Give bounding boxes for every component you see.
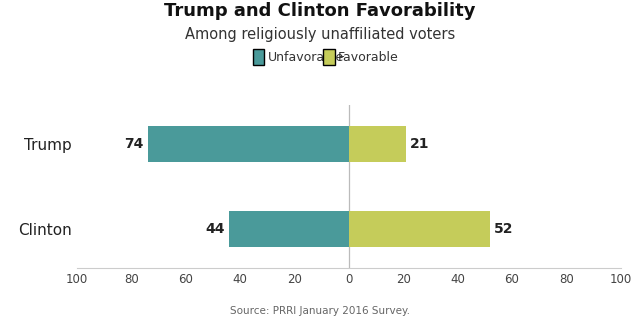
Bar [148,126,349,162]
Text: 52: 52 [494,222,514,236]
Text: Among religiously unaffiliated voters: Among religiously unaffiliated voters [185,27,455,42]
Bar [229,211,349,248]
Text: Favorable: Favorable [338,51,399,64]
Text: 21: 21 [410,137,429,151]
Text: 74: 74 [124,137,143,151]
Bar [349,211,490,248]
Text: Trump and Clinton Favorability: Trump and Clinton Favorability [164,2,476,19]
Bar [349,126,406,162]
Text: Unfavorable: Unfavorable [268,51,344,64]
Text: Source: PRRI January 2016 Survey.: Source: PRRI January 2016 Survey. [230,306,410,316]
Text: 44: 44 [205,222,225,236]
